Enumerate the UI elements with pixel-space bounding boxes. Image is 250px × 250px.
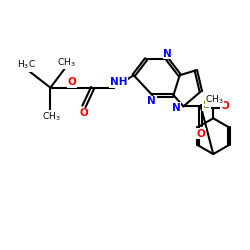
Text: N: N [164, 49, 172, 59]
Text: NH: NH [110, 77, 127, 87]
Text: CH$_3$: CH$_3$ [57, 56, 76, 68]
Text: O: O [221, 101, 230, 111]
Text: H$_3$C: H$_3$C [17, 58, 36, 71]
Text: N: N [148, 96, 156, 106]
Text: S: S [202, 100, 210, 110]
Text: CH$_3$: CH$_3$ [205, 94, 224, 106]
Text: O: O [68, 77, 76, 87]
Text: O: O [79, 108, 88, 118]
Text: O: O [196, 129, 205, 139]
Text: N: N [172, 102, 181, 113]
Text: CH$_3$: CH$_3$ [42, 111, 61, 123]
